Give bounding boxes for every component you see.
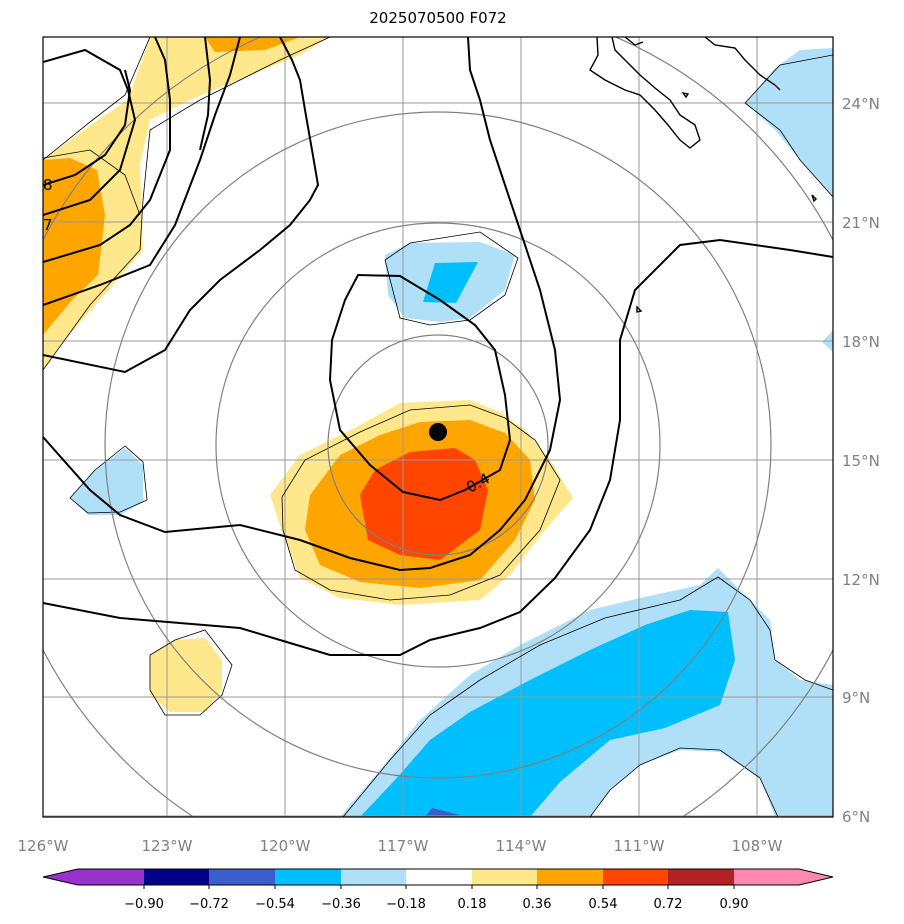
colorbar-tick-1: −0.90 bbox=[124, 897, 164, 912]
colorbar-seg-11 bbox=[734, 869, 799, 885]
coast-small-island-1 bbox=[681, 91, 690, 99]
height-contours bbox=[43, 37, 833, 656]
colorbar-seg-9 bbox=[603, 869, 668, 885]
colorbar-tick-5: −0.18 bbox=[386, 897, 426, 912]
contour-8 bbox=[43, 69, 132, 186]
lon-label-123: 123°W bbox=[142, 837, 193, 855]
shading-outlines bbox=[43, 37, 833, 817]
map-area: 0.4 8 7 bbox=[43, 37, 833, 817]
contour-6 bbox=[43, 37, 171, 263]
colorbar-seg-3 bbox=[209, 869, 275, 885]
colorbar-outline bbox=[42, 868, 834, 886]
plot-title: 2025070500 F072 bbox=[369, 9, 507, 27]
lon-label-114: 114°W bbox=[496, 837, 547, 855]
lat-label-21: 21°N bbox=[842, 214, 880, 232]
shade-nw-yellow bbox=[43, 37, 330, 370]
coast-baja bbox=[589, 37, 701, 149]
lon-label-111: 111°W bbox=[614, 837, 665, 855]
colorbar-tick-8: 0.54 bbox=[589, 897, 618, 912]
lon-label-117: 117°W bbox=[378, 837, 429, 855]
colorbar-high-extend bbox=[799, 869, 833, 885]
storm-center-marker bbox=[429, 423, 447, 441]
colorbar-low-extend bbox=[43, 869, 78, 885]
colorbar-seg-8 bbox=[537, 869, 603, 885]
colorbar-tick-7: 0.36 bbox=[523, 897, 552, 912]
colorbar-seg-7 bbox=[472, 869, 537, 885]
lon-label-126: 126°W bbox=[18, 837, 69, 855]
shade-center-blue-dark bbox=[423, 262, 478, 303]
colorbar-tick-9: 0.72 bbox=[654, 897, 683, 912]
contour-9 bbox=[199, 37, 212, 151]
colorbar-seg-5 bbox=[341, 869, 406, 885]
lon-label-108: 108°W bbox=[732, 837, 783, 855]
coastline bbox=[589, 37, 817, 313]
lat-label-15: 15°N bbox=[842, 452, 880, 470]
colorbar-seg-1 bbox=[78, 869, 144, 885]
coast-mainland bbox=[704, 37, 781, 91]
range-rings bbox=[43, 37, 833, 817]
lat-labels: 24°N 21°N 18°N 15°N 12°N 9°N 6°N bbox=[842, 95, 880, 826]
colorbar-seg-10 bbox=[668, 869, 734, 885]
contour-7 bbox=[43, 48, 137, 216]
map-frame bbox=[42, 36, 834, 818]
contour-4 bbox=[43, 37, 320, 374]
lat-label-12: 12°N bbox=[842, 571, 880, 589]
contour-5 bbox=[43, 37, 241, 306]
shade-se-dark-blue bbox=[425, 808, 460, 817]
colorbar-tick-4: −0.36 bbox=[321, 897, 361, 912]
contour-3 bbox=[43, 238, 833, 656]
lat-label-24: 24°N bbox=[842, 95, 880, 113]
shade-nw-orange-top bbox=[205, 37, 300, 52]
shade-center-red bbox=[360, 448, 488, 560]
colorbar-tick-3: −0.54 bbox=[255, 897, 295, 912]
colorbar: −0.90 −0.72 −0.54 −0.36 −0.18 0.18 0.36 … bbox=[42, 868, 834, 912]
shade-se-blue bbox=[360, 610, 735, 817]
contour-center-loop bbox=[328, 273, 512, 502]
lon-label-120: 120°W bbox=[260, 837, 311, 855]
lat-label-9: 9°N bbox=[842, 689, 870, 707]
colorbar-tick-6: 0.18 bbox=[458, 897, 487, 912]
lat-label-6: 6°N bbox=[842, 808, 870, 826]
contour-label-nw-lower: 7 bbox=[43, 216, 53, 234]
coast-island bbox=[624, 37, 644, 46]
lon-labels: 126°W 123°W 120°W 117°W 114°W 111°W 108°… bbox=[18, 837, 783, 855]
colorbar-seg-2 bbox=[144, 869, 209, 885]
colorbar-seg-4 bbox=[275, 869, 341, 885]
gridlines bbox=[43, 37, 833, 817]
shade-nw-orange bbox=[43, 158, 105, 335]
colorbar-seg-6 bbox=[406, 869, 472, 885]
lat-label-18: 18°N bbox=[842, 333, 880, 351]
contour-2 bbox=[43, 37, 562, 572]
contour-label-nw-upper: 8 bbox=[43, 176, 53, 194]
colorbar-tick-2: −0.72 bbox=[189, 897, 229, 912]
coast-small-island-3 bbox=[811, 194, 817, 203]
colorbar-tick-10: 0.90 bbox=[720, 897, 749, 912]
shade-sw-yellow bbox=[150, 638, 222, 712]
shade-se-white-cut bbox=[590, 750, 775, 817]
coast-small-island-2 bbox=[636, 305, 643, 313]
shade-ne-blue bbox=[745, 48, 833, 197]
